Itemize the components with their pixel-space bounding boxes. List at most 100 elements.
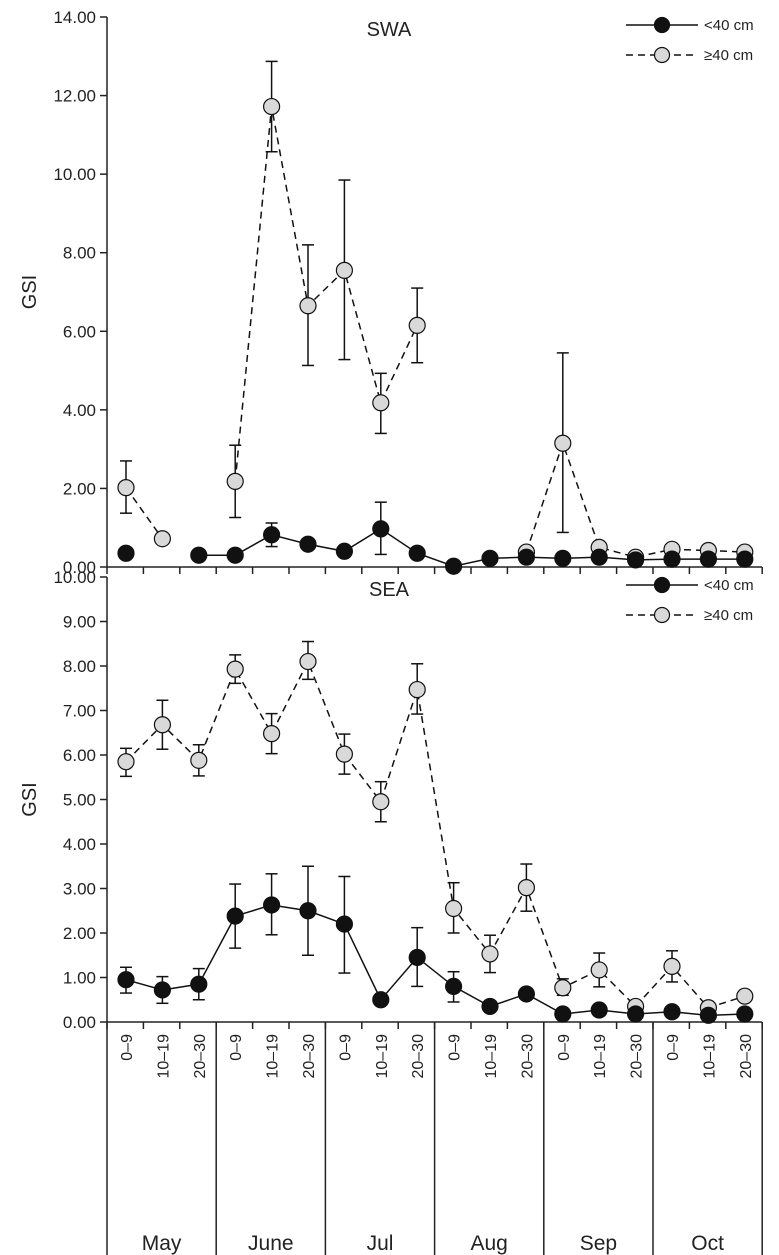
data-point xyxy=(554,434,572,452)
data-point xyxy=(554,549,572,567)
data-point xyxy=(517,985,536,1003)
data-point xyxy=(408,316,426,334)
series-ge40cm xyxy=(117,640,754,1017)
data-point xyxy=(445,977,463,996)
month-label: Aug xyxy=(471,1232,508,1255)
data-point xyxy=(590,1001,608,1019)
series-line xyxy=(125,904,745,1017)
series-lt40cm xyxy=(117,865,754,1024)
data-point xyxy=(117,544,135,562)
category-label: 10–19 xyxy=(265,1034,282,1079)
series-line xyxy=(198,528,745,567)
data-point xyxy=(372,991,390,1009)
series-line xyxy=(234,106,418,482)
series-lt40cm xyxy=(117,501,754,575)
y-tick-label: 4.00 xyxy=(63,401,96,420)
y-axis-title: GSI xyxy=(19,782,41,816)
panel-title: SWA xyxy=(367,19,412,41)
data-point xyxy=(554,1005,572,1023)
y-tick-label: 14.00 xyxy=(53,8,96,27)
data-point xyxy=(699,550,718,568)
legend-label: <40 cm xyxy=(704,577,754,594)
data-point xyxy=(626,551,645,569)
category-label: 0–9 xyxy=(556,1034,573,1061)
data-point xyxy=(663,550,681,568)
data-point xyxy=(736,550,754,568)
data-point xyxy=(263,725,281,743)
data-point xyxy=(299,902,317,920)
data-point xyxy=(190,546,208,564)
panel-sea: 0.00 1.00 2.00 3.00 4.00 5.00 6.00 7.00 8.00 9.00… xyxy=(19,568,763,1255)
data-point xyxy=(699,1006,718,1024)
data-point xyxy=(190,751,208,769)
y-tick-label: 5.00 xyxy=(63,791,96,810)
y-tick-label: 12.00 xyxy=(53,87,96,106)
legend-marker-open xyxy=(653,46,671,64)
category-label: 20–30 xyxy=(629,1034,646,1079)
y-tick-label: 2.00 xyxy=(63,924,96,943)
data-point xyxy=(335,915,353,933)
data-point xyxy=(626,1005,645,1023)
legend: <40 cm ≥40 cm xyxy=(626,16,754,64)
month-label: Sep xyxy=(580,1232,617,1255)
data-point xyxy=(153,716,171,734)
data-point xyxy=(117,753,135,771)
category-label: 10–19 xyxy=(483,1034,500,1079)
legend-label: ≥40 cm xyxy=(704,607,753,624)
data-point xyxy=(335,261,353,279)
series-ge40cm xyxy=(117,60,754,566)
data-point xyxy=(663,957,681,975)
data-point xyxy=(263,896,281,914)
y-tick-label: 1.00 xyxy=(63,969,96,988)
data-point xyxy=(445,557,463,575)
y-axis-title: GSI xyxy=(19,275,41,309)
category-label: 0–9 xyxy=(337,1034,354,1061)
y-tick-label: 6.00 xyxy=(63,746,96,765)
data-point xyxy=(263,97,281,116)
panel-swa: 0.00 2.00 4.00 6.00 8.00 10.00 12.00 14.00 GSI SW… xyxy=(19,8,763,577)
data-point xyxy=(117,971,135,989)
category-label: 20–30 xyxy=(192,1034,209,1079)
category-label: 0–9 xyxy=(665,1034,682,1061)
category-label: 10–19 xyxy=(155,1034,172,1079)
data-point xyxy=(517,879,536,897)
data-point xyxy=(481,997,499,1016)
data-point xyxy=(335,542,353,560)
series-line xyxy=(125,659,746,1009)
y-tick-label: 9.00 xyxy=(63,613,96,632)
legend: <40 cm ≥40 cm xyxy=(626,576,754,624)
category-label: 10–19 xyxy=(701,1034,718,1079)
data-point xyxy=(372,520,390,538)
data-point xyxy=(226,472,244,490)
data-point xyxy=(590,548,608,566)
y-tick-label: 3.00 xyxy=(63,880,96,899)
y-tick-label: 10.00 xyxy=(53,165,96,184)
category-label: 20–30 xyxy=(519,1034,536,1079)
data-point xyxy=(408,948,426,967)
data-point xyxy=(663,1003,681,1021)
panel-title: SEA xyxy=(369,579,410,601)
month-label: Oct xyxy=(691,1232,724,1255)
category-label: 20–30 xyxy=(410,1034,427,1079)
y-tick-label: 7.00 xyxy=(63,702,96,721)
data-point xyxy=(335,745,353,763)
category-label: 10–19 xyxy=(592,1034,609,1079)
data-point xyxy=(299,652,317,671)
data-point xyxy=(554,979,572,997)
category-label: 0–9 xyxy=(228,1034,245,1061)
data-point xyxy=(299,297,317,315)
legend-label: ≥40 cm xyxy=(704,47,753,64)
y-tick-label: 0.00 xyxy=(63,558,96,577)
y-tick-label: 2.00 xyxy=(63,479,96,498)
legend-marker-open xyxy=(653,606,671,624)
data-point xyxy=(408,544,426,562)
legend-label: <40 cm xyxy=(704,17,754,34)
data-point xyxy=(408,680,426,699)
data-point xyxy=(263,526,281,544)
category-label: 20–30 xyxy=(301,1034,318,1079)
data-point xyxy=(517,548,536,566)
data-point xyxy=(372,793,390,811)
data-point xyxy=(299,535,317,553)
y-tick-label: 0.00 xyxy=(63,1013,96,1032)
